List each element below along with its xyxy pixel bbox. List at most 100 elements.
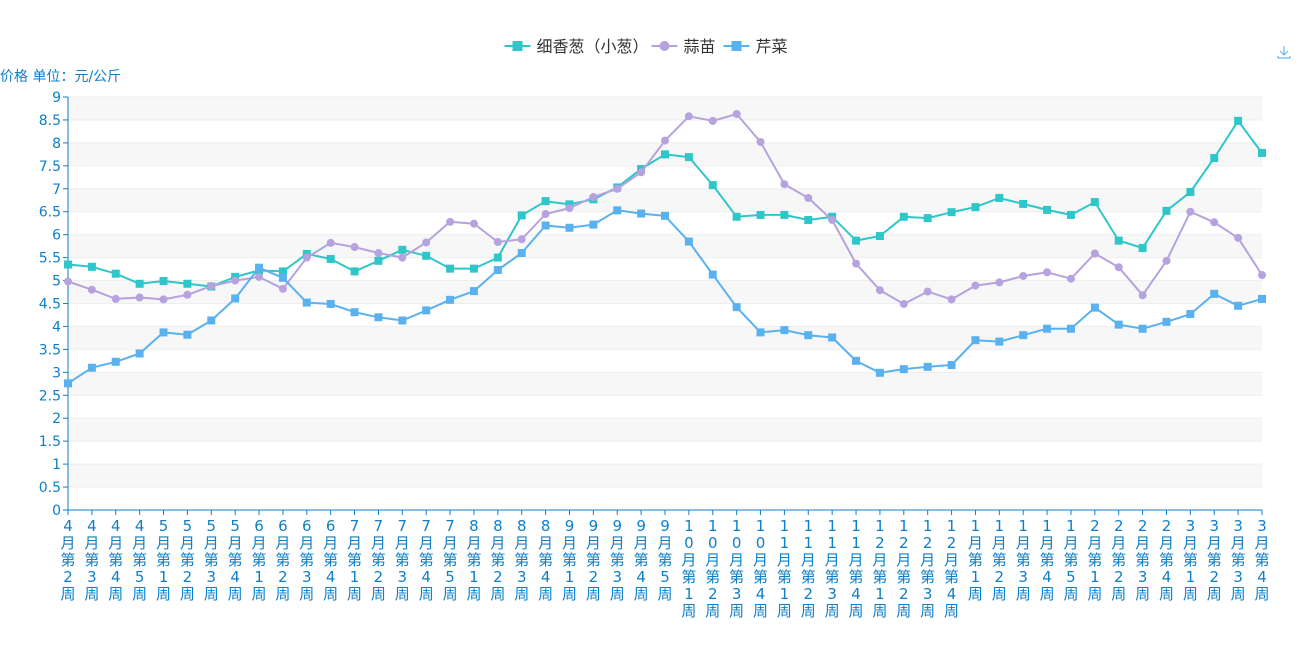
download-button[interactable] <box>1276 44 1296 64</box>
y-tick-label: 1 <box>52 457 61 473</box>
data-point <box>995 193 1004 202</box>
x-tick-label: 7 月第 4 周 <box>419 517 434 603</box>
data-point <box>780 326 789 335</box>
data-point <box>255 263 264 272</box>
data-point <box>1043 324 1052 333</box>
data-point <box>517 249 526 258</box>
data-point <box>1186 310 1195 319</box>
data-point <box>708 181 717 190</box>
data-point <box>899 299 908 308</box>
data-point <box>422 238 431 247</box>
y-tick-label: 8.5 <box>39 113 61 129</box>
grid-band <box>68 441 1262 465</box>
data-point <box>899 365 908 374</box>
data-point <box>613 184 622 193</box>
y-tick-label: 6.5 <box>39 205 61 221</box>
data-point <box>183 330 192 339</box>
series-1 <box>64 109 1266 308</box>
y-tick-label: 2.5 <box>39 388 61 404</box>
grid-band <box>68 97 1262 120</box>
data-point <box>875 232 884 241</box>
data-point <box>732 303 741 312</box>
y-tick-label: 8 <box>52 136 61 152</box>
legend-item-0[interactable]: 细香葱（小葱） <box>504 37 649 56</box>
data-point <box>1210 154 1219 163</box>
data-point <box>64 277 72 286</box>
data-point <box>1090 249 1099 258</box>
data-point <box>302 298 311 307</box>
x-tick-label: 8 月第 3 周 <box>514 517 529 603</box>
x-tick-label: 6 月第 2 周 <box>275 517 290 603</box>
data-point <box>159 295 168 304</box>
x-tick-label: 3 月第 2 周 <box>1207 517 1222 603</box>
x-tick-label: 5 月第 3 周 <box>204 517 219 603</box>
data-point <box>1162 256 1171 265</box>
y-tick-label: 1.5 <box>39 434 61 450</box>
data-point <box>565 223 574 232</box>
grid-band <box>68 349 1262 373</box>
y-tick-label: 2 <box>52 411 61 427</box>
data-point <box>1162 317 1171 326</box>
x-tick-label: 7 月第 1 周 <box>347 517 362 603</box>
data-point <box>923 214 932 223</box>
data-point <box>469 219 478 228</box>
x-tick-label: 2 月第 3 周 <box>1135 517 1150 603</box>
y-tick-label: 4 <box>52 319 61 335</box>
data-point <box>1114 263 1123 272</box>
x-tick-label: 6 月第 4 周 <box>323 517 338 603</box>
data-point <box>111 269 120 278</box>
legend-marker <box>731 41 742 51</box>
data-point <box>804 331 813 340</box>
data-point <box>446 295 455 304</box>
data-point <box>541 197 550 206</box>
legend-item-2[interactable]: 芹菜 <box>723 37 788 56</box>
y-tick-label: 0.5 <box>39 480 61 496</box>
x-tick-label: 3 月第 1 周 <box>1183 517 1198 603</box>
data-point <box>804 193 813 202</box>
data-point <box>875 368 884 377</box>
data-point <box>1234 301 1243 310</box>
data-point <box>446 264 455 273</box>
data-point <box>1114 236 1123 245</box>
data-point <box>947 208 956 217</box>
data-point <box>517 211 526 220</box>
data-point <box>1090 198 1099 207</box>
grid-band <box>68 188 1262 212</box>
grid-band <box>68 165 1262 189</box>
data-point <box>589 220 598 229</box>
data-point <box>947 295 956 304</box>
data-point <box>278 267 287 276</box>
x-tick-label: 4 月第 2 周 <box>60 517 75 603</box>
data-point <box>995 278 1004 287</box>
data-point <box>684 112 693 121</box>
data-point <box>684 237 693 246</box>
x-tick-label: 1 2 月第 4 周 <box>944 517 959 620</box>
x-tick-label: 1 1 月第 4 周 <box>849 517 864 620</box>
data-point <box>661 136 669 145</box>
data-point <box>422 251 431 260</box>
y-tick-label: 4.5 <box>39 297 61 313</box>
grid-band <box>68 326 1262 350</box>
grid-band <box>68 257 1262 281</box>
data-point <box>971 281 980 290</box>
data-point <box>565 204 574 213</box>
data-point <box>756 210 765 219</box>
data-point <box>923 287 932 296</box>
data-point <box>374 313 383 322</box>
data-point <box>661 150 669 159</box>
data-point <box>828 333 837 342</box>
data-point <box>183 279 192 288</box>
x-tick-label: 1 2 月第 2 周 <box>896 517 911 620</box>
x-tick-label: 8 月第 1 周 <box>466 517 481 603</box>
data-point <box>64 260 72 269</box>
data-point <box>923 362 932 371</box>
data-point <box>1138 291 1147 300</box>
data-point <box>517 235 526 244</box>
grid-band <box>68 211 1262 235</box>
legend-item-1[interactable]: 蒜苗 <box>651 37 716 56</box>
x-tick-label: 7 月第 2 周 <box>371 517 386 603</box>
legend[interactable]: 细香葱（小葱） 蒜苗 芹菜 <box>504 37 788 56</box>
data-point <box>947 360 956 369</box>
data-point <box>183 290 192 299</box>
data-point <box>828 215 837 224</box>
